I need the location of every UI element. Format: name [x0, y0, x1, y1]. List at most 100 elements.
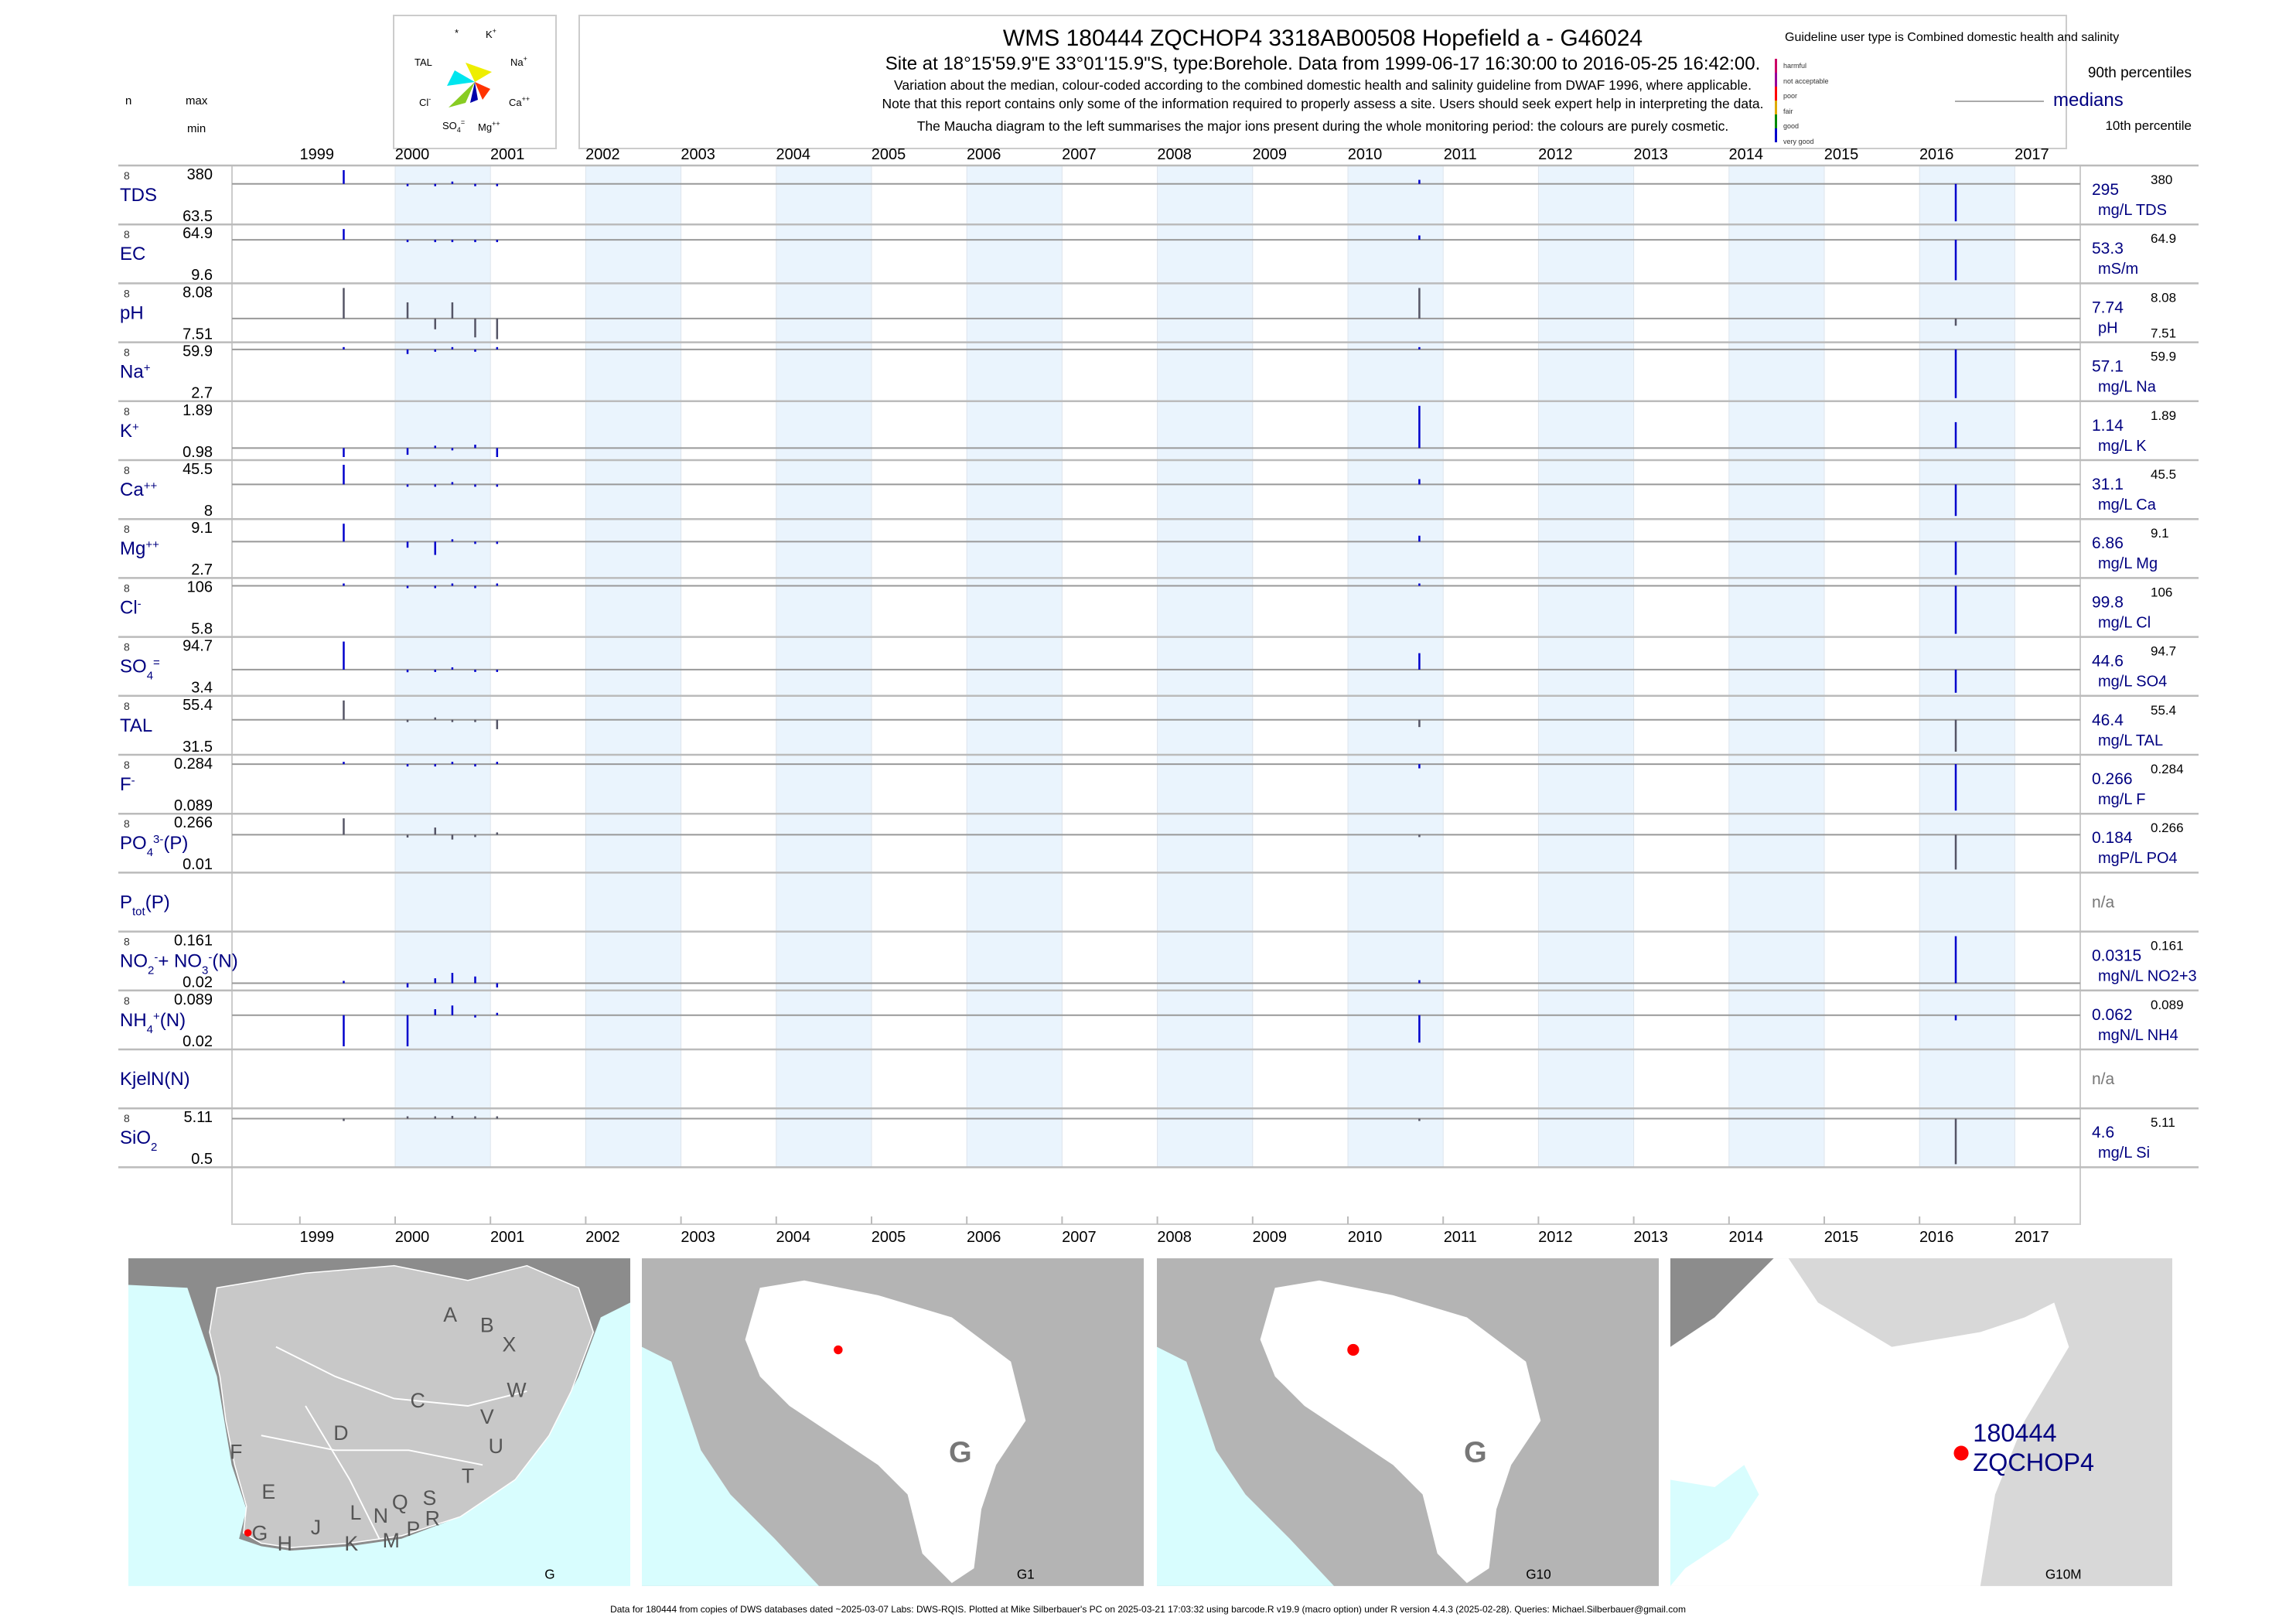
- unit-label: mg/L Cl: [2098, 614, 2151, 631]
- label-part: KjelN(N): [120, 1069, 190, 1090]
- parameter-label: Na+: [120, 361, 151, 383]
- label-part: NO: [120, 951, 148, 972]
- region-label: U: [489, 1435, 503, 1458]
- right-max: 94.7: [2151, 644, 2176, 659]
- row-max: 8.08: [183, 284, 213, 301]
- page-subtitle: Site at 18°15'59.9"E 33°01'15.9"S, type:…: [885, 53, 1761, 74]
- label-part: =: [153, 656, 160, 669]
- sample-count: 8: [124, 405, 130, 418]
- median-value: n/a: [2092, 1070, 2115, 1088]
- year-label-bottom: 2015: [1824, 1229, 1859, 1246]
- row-min: 0.02: [183, 974, 213, 991]
- catchment-label: G: [949, 1436, 972, 1469]
- right-max: 0.266: [2151, 821, 2184, 835]
- legend-category: harmful: [1783, 62, 1807, 70]
- year-label-bottom: 2004: [776, 1229, 811, 1246]
- boundary: [305, 1405, 380, 1540]
- year-label-bottom: 2010: [1348, 1229, 1383, 1246]
- unit-label: mg/L F: [2098, 791, 2146, 808]
- sample-count: 8: [124, 817, 130, 830]
- year-label-bottom: 1999: [300, 1229, 335, 1246]
- outside-land: [1670, 1258, 1774, 1347]
- right-max: 64.9: [2151, 231, 2176, 246]
- label-part: PO: [120, 833, 147, 854]
- row-max: 5.11: [184, 1109, 213, 1126]
- row-max: 9.1: [191, 520, 213, 537]
- parameter-row: TDS 8 380 63.5 295 mg/L TDS 380: [118, 164, 2199, 225]
- label-part: 2: [148, 964, 154, 977]
- median-value: 295: [2092, 181, 2119, 199]
- maucha-tal-label: TAL: [415, 56, 432, 68]
- sample-count: 8: [124, 641, 130, 653]
- site-marker: [1953, 1445, 1969, 1461]
- label-part: Ca: [120, 479, 144, 500]
- note-line: Note that this report contains only some…: [882, 96, 1764, 111]
- median-value: 53.3: [2092, 240, 2124, 258]
- year-band: [585, 165, 682, 1168]
- sample-count: 8: [124, 700, 130, 712]
- maucha-na-segment: [466, 63, 492, 82]
- year-band: [1537, 165, 1635, 1168]
- row-min: 0.01: [183, 856, 213, 873]
- sample-count: 8: [124, 582, 130, 594]
- year-label-top: 2015: [1824, 146, 1859, 163]
- sea: [642, 1346, 820, 1586]
- row-max: 1.89: [183, 402, 213, 419]
- parameter-row: Mg++ 8 9.1 2.7 6.86 mg/L Mg 9.1: [118, 517, 2199, 578]
- page-title: WMS 180444 ZQCHOP4 3318AB00508 Hopefield…: [1002, 26, 1643, 51]
- note-line: The Maucha diagram to the left summarise…: [916, 118, 1729, 134]
- year-label-top: 1999: [300, 146, 335, 163]
- sample-count: 8: [124, 1112, 130, 1124]
- maucha-k-label: K+: [486, 27, 496, 40]
- median-value: 1.14: [2092, 417, 2124, 435]
- parameter-row: SO4= 8 94.7 3.4 44.6 mg/L SO4 94.7: [118, 636, 2199, 697]
- maucha-so4-label: SO4=: [442, 118, 465, 134]
- row-min: 0.5: [191, 1151, 213, 1168]
- parameter-row: Ptot(P) n/a: [118, 872, 2199, 918]
- map-g10m-detail: 180444 ZQCHOP4 G10M: [1670, 1258, 2172, 1586]
- boundary: [261, 1435, 483, 1466]
- year-label-bottom: 2012: [1538, 1229, 1573, 1246]
- row-min: 31.5: [183, 739, 213, 756]
- year-label-bottom: 2014: [1729, 1229, 1764, 1246]
- year-label-top: 2013: [1633, 146, 1668, 163]
- parameter-label: TAL: [120, 715, 152, 736]
- label-part: Na: [120, 362, 144, 383]
- label-part: +: [144, 361, 151, 374]
- sea: [1157, 1346, 1335, 1586]
- legend-category: not acceptable: [1783, 77, 1829, 85]
- sample-count: 8: [124, 995, 130, 1007]
- site-id-label: 180444: [1973, 1419, 2056, 1447]
- year-label-bottom: 2006: [967, 1229, 1001, 1246]
- parameter-label: Ptot(P): [120, 892, 170, 918]
- year-label-top: 2007: [1062, 146, 1097, 163]
- parameter-label: pH: [120, 302, 144, 323]
- parameter-label: EC: [120, 244, 145, 264]
- median-value: 4.6: [2092, 1124, 2114, 1141]
- legend-category: good: [1783, 122, 1800, 130]
- sample-count: 8: [124, 287, 130, 299]
- site-name-label: ZQCHOP4: [1973, 1448, 2094, 1476]
- row-min: 8: [204, 503, 213, 520]
- barcode-chart: 1999 1999 2000 2000 2001 2001 2002 2002 2003 2003…: [118, 146, 2199, 1246]
- region-label: C: [410, 1389, 425, 1412]
- year-label-top: 2011: [1444, 146, 1477, 163]
- parameter-label: SiO2: [120, 1128, 157, 1154]
- sample-count: 8: [124, 523, 130, 535]
- parameter-row: PO43-(P) 8 0.266 0.01 0.184 mgP/L PO4 0.266: [118, 812, 2199, 873]
- catchment-area: [1670, 1258, 2069, 1586]
- year-label-bottom: 2001: [490, 1229, 525, 1246]
- parameter-row: TAL 8 55.4 31.5 46.4 mg/L TAL 55.4: [118, 694, 2199, 756]
- parameter-row: KjelN(N) n/a: [118, 1048, 2199, 1090]
- region-label: V: [480, 1405, 494, 1428]
- year-label-bottom: 2017: [2015, 1229, 2049, 1246]
- label-part: -: [208, 950, 212, 964]
- region-label: X: [503, 1332, 517, 1356]
- row-min: 7.51: [183, 326, 213, 343]
- median-value: 44.6: [2092, 653, 2124, 670]
- row-min: 0.98: [183, 444, 213, 461]
- median-value: 6.86: [2092, 534, 2124, 552]
